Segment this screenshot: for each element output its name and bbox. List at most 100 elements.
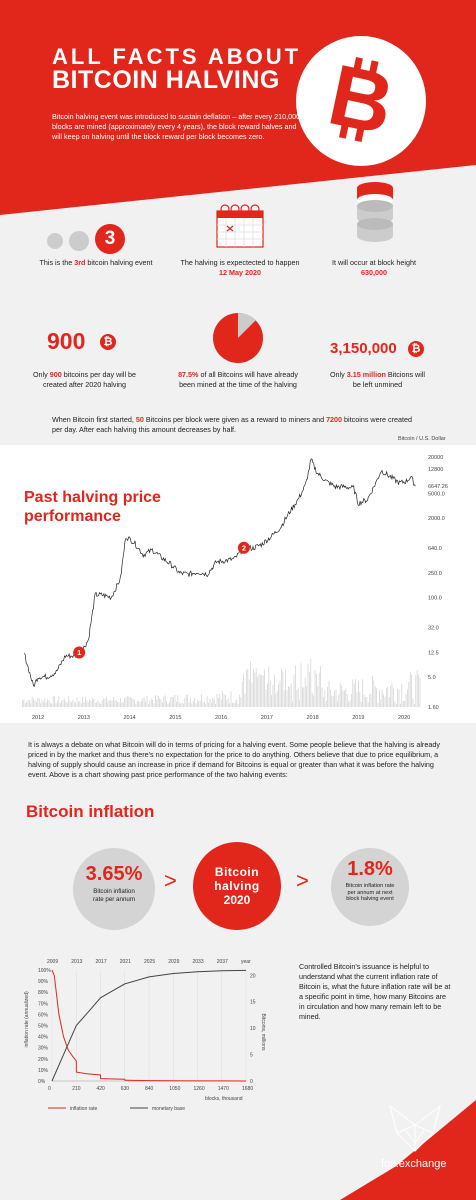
volume-bar [411, 674, 412, 707]
volume-bar [65, 701, 67, 707]
price-line [24, 458, 416, 687]
volume-bar [365, 697, 366, 707]
volume-bar [320, 665, 321, 707]
x-tick-label: 2020 [398, 715, 410, 721]
x-tick-label: 210 [72, 1086, 81, 1092]
volume-bar [332, 695, 334, 707]
inflation-rate-line [51, 969, 247, 1082]
price-chart-title: Past halving price performance [24, 489, 161, 525]
volume-bar [79, 701, 81, 707]
volume-bar [96, 702, 97, 707]
x-tick-label: 2018 [306, 715, 318, 721]
volume-bar [45, 702, 47, 707]
y-tick-label: 250.0 [428, 571, 442, 577]
volume-bar [61, 700, 62, 707]
x-tick-label: 2019 [352, 715, 364, 721]
next-inflation-circle: 1.8% Bitcoin inflation rate per annum at… [331, 848, 409, 926]
volume-bar [190, 698, 191, 707]
volume-bar [258, 673, 260, 707]
inflation-chart: 2009 2013 2017 2021 2025 2029 2033 2037 year 0 210… [24, 959, 266, 1112]
volume-bar [317, 686, 319, 707]
volume-bar [416, 669, 418, 707]
volume-bar [341, 685, 342, 707]
volume-bar [380, 699, 382, 707]
inflation-title: Bitcoin inflation [26, 802, 155, 821]
x-tick-label: 0 [48, 1086, 51, 1092]
y-right-tick-label: 20 [250, 973, 256, 979]
volume-bar [316, 673, 317, 707]
volume-bar [278, 684, 279, 707]
y-left-tick-label: 60% [38, 1012, 49, 1018]
volume-bar [97, 700, 99, 707]
volume-bar [253, 668, 254, 707]
volume-bar [314, 670, 316, 707]
volume-bar [304, 677, 306, 707]
y-tick-label: 640.0 [428, 546, 442, 552]
volume-bar [381, 689, 383, 707]
volume-bar [68, 696, 69, 707]
year-tick-label: 2037 [217, 959, 228, 965]
volume-bar [264, 669, 265, 707]
volume-bar [120, 698, 121, 707]
volume-bar [391, 683, 393, 707]
volume-bar [194, 698, 195, 707]
volume-bar [222, 691, 223, 707]
volume-bar [83, 702, 85, 707]
volume-bar [73, 701, 75, 707]
volume-bar [234, 701, 236, 707]
y-tick-label: 12.5 [428, 651, 439, 657]
y-left-tick-label: 70% [38, 1001, 49, 1007]
volume-bar [185, 694, 187, 707]
volume-bar [38, 698, 40, 707]
volume-bar [268, 666, 270, 707]
volume-bar [55, 703, 57, 707]
y-left-tick-label: 20% [38, 1057, 49, 1063]
volume-bar [104, 698, 106, 707]
y-left-tick-label: 10% [38, 1068, 49, 1074]
year-tick-label: 2009 [47, 959, 58, 965]
current-inflation-circle: 3.65% Bitcoin inflation rate per annum [73, 848, 155, 930]
volume-bar [145, 701, 146, 707]
x-tick-label: 1260 [194, 1086, 205, 1092]
y-right-tick-label: 10 [250, 1026, 256, 1032]
volume-bar [397, 688, 398, 707]
volume-bar [44, 698, 46, 707]
volume-bar [183, 703, 184, 707]
volume-bar [323, 697, 324, 707]
legend-inflation-label: inflation rate [70, 1106, 97, 1112]
volume-bar [201, 694, 202, 707]
volume-bar [153, 703, 155, 707]
volume-bar [223, 693, 225, 707]
halving-marker-label: 2 [242, 543, 246, 552]
volume-bar [335, 689, 337, 707]
volume-bar [257, 676, 258, 707]
volume-bar [269, 680, 271, 707]
volume-bar [78, 701, 79, 707]
halving-2020-year: 2020 [223, 893, 251, 907]
price-chart-panel [0, 445, 476, 723]
volume-bar [184, 698, 186, 707]
price-chart: 20000 12800 5000.0 2000.0 640.0 250.0 100.0 32.… [22, 455, 448, 721]
bitcoin-logo-icon: B [321, 47, 402, 154]
y-tick-label: 2000.0 [428, 516, 445, 522]
volume-bar [48, 700, 50, 707]
volume-bar [178, 702, 180, 707]
volume-bar [211, 702, 212, 707]
volume-bar [379, 690, 380, 707]
volume-bar [148, 703, 149, 707]
volume-bar [139, 702, 141, 707]
volume-bar [127, 696, 128, 707]
volume-bar [248, 679, 250, 707]
volume-bar [146, 695, 148, 707]
volume-bar [306, 686, 307, 707]
volume-bar [26, 702, 27, 707]
volume-bar [177, 695, 179, 707]
year-tick-label: 2029 [168, 959, 179, 965]
x-tick-label: 2012 [32, 715, 44, 721]
volume-bar [247, 668, 249, 707]
volume-bar [296, 689, 298, 707]
volume-bar [93, 698, 95, 707]
y-left-tick-label: 0% [38, 1079, 46, 1085]
volume-bar [197, 699, 198, 707]
volume-bar [233, 702, 235, 707]
